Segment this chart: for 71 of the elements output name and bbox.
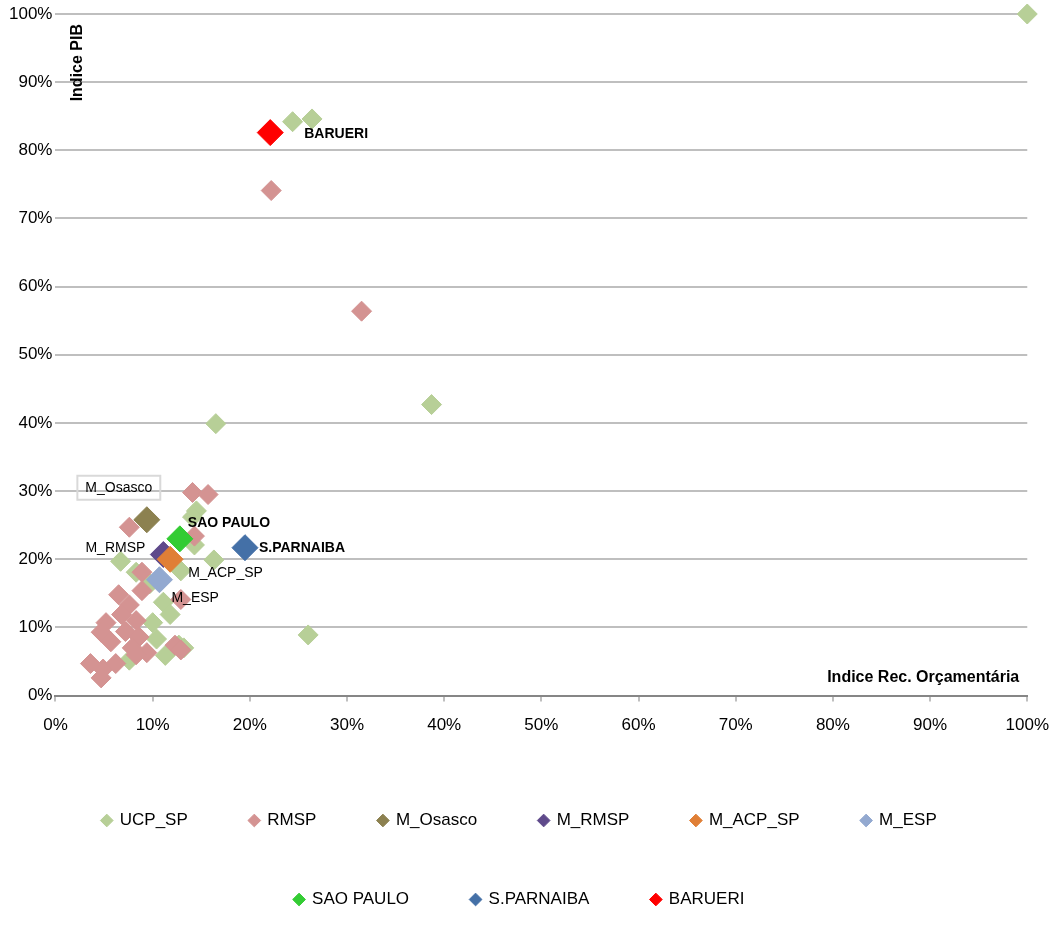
point [100, 631, 122, 653]
annotation: SAO PAULO [187, 513, 271, 530]
annotation: BARUERI [304, 125, 369, 142]
legend-label: M_RMSP [556, 810, 630, 830]
y-tick-label: 0% [27, 685, 53, 705]
x-tick-label: 60% [621, 715, 656, 735]
x-tick-label: 70% [718, 715, 753, 735]
y-tick-label: 90% [18, 71, 53, 91]
legend-label: RMSP [267, 810, 317, 830]
point [131, 580, 153, 602]
x-tick-label: 0% [43, 715, 68, 735]
point [145, 566, 173, 594]
legend-label: BARUERI [668, 889, 745, 909]
annotation: S.PARNAIBA [258, 538, 346, 555]
y-tick-label: 100% [9, 3, 53, 23]
point [297, 624, 319, 646]
point [105, 653, 127, 675]
point [131, 561, 153, 583]
x-tick-label: 50% [524, 715, 559, 735]
y-tick-label: 60% [18, 276, 53, 296]
point [133, 506, 161, 534]
point [231, 534, 259, 562]
point [205, 413, 227, 435]
y-tick-label: 80% [18, 140, 53, 160]
y-tick-label: 50% [18, 344, 53, 364]
y-tick-label: 40% [18, 412, 53, 432]
y-tick-label: 10% [18, 617, 53, 637]
point [146, 628, 168, 650]
point [111, 603, 133, 625]
annotation: M_Osasco [85, 478, 153, 495]
legend-label: M_Osasco [395, 810, 478, 830]
point [125, 610, 147, 632]
legend-label: M_ACP_SP [708, 810, 800, 830]
point [108, 584, 130, 606]
point [154, 644, 176, 666]
x-tick-label: 100% [1005, 715, 1049, 735]
legend-label: M_ESP [879, 810, 937, 830]
point [142, 612, 164, 634]
point [1016, 3, 1038, 25]
y-tick-label: 20% [18, 548, 53, 568]
annotation: M_RMSP [85, 539, 146, 556]
point [351, 300, 373, 322]
y-tick-label: 30% [18, 480, 53, 500]
y-axis-title: Indice PIB [67, 24, 85, 102]
x-tick-label: 20% [232, 715, 267, 735]
point [182, 481, 203, 503]
legend-label: S.PARNAIBA [488, 889, 591, 909]
point [152, 591, 174, 613]
x-axis-title: Indice Rec. Orçamentária [827, 668, 1020, 686]
point [118, 516, 140, 538]
x-tick-label: 30% [330, 715, 365, 735]
point [282, 111, 304, 133]
x-tick-label: 10% [135, 715, 170, 735]
point [156, 545, 184, 573]
legend-label: SAO PAULO [312, 889, 410, 909]
point [166, 525, 194, 553]
annotation: M_ESP [171, 588, 219, 605]
point [79, 653, 101, 675]
point [197, 484, 219, 506]
point [114, 621, 136, 643]
point [260, 180, 282, 202]
x-tick-label: 80% [815, 715, 850, 735]
point [301, 108, 323, 130]
x-tick-label: 90% [913, 715, 948, 735]
point [159, 603, 181, 625]
point [256, 119, 284, 147]
legend-label: UCP_SP [119, 810, 188, 830]
x-tick-label: 40% [427, 715, 462, 735]
point [421, 394, 443, 416]
y-tick-label: 70% [18, 208, 53, 228]
annotation: M_ACP_SP [188, 564, 263, 581]
